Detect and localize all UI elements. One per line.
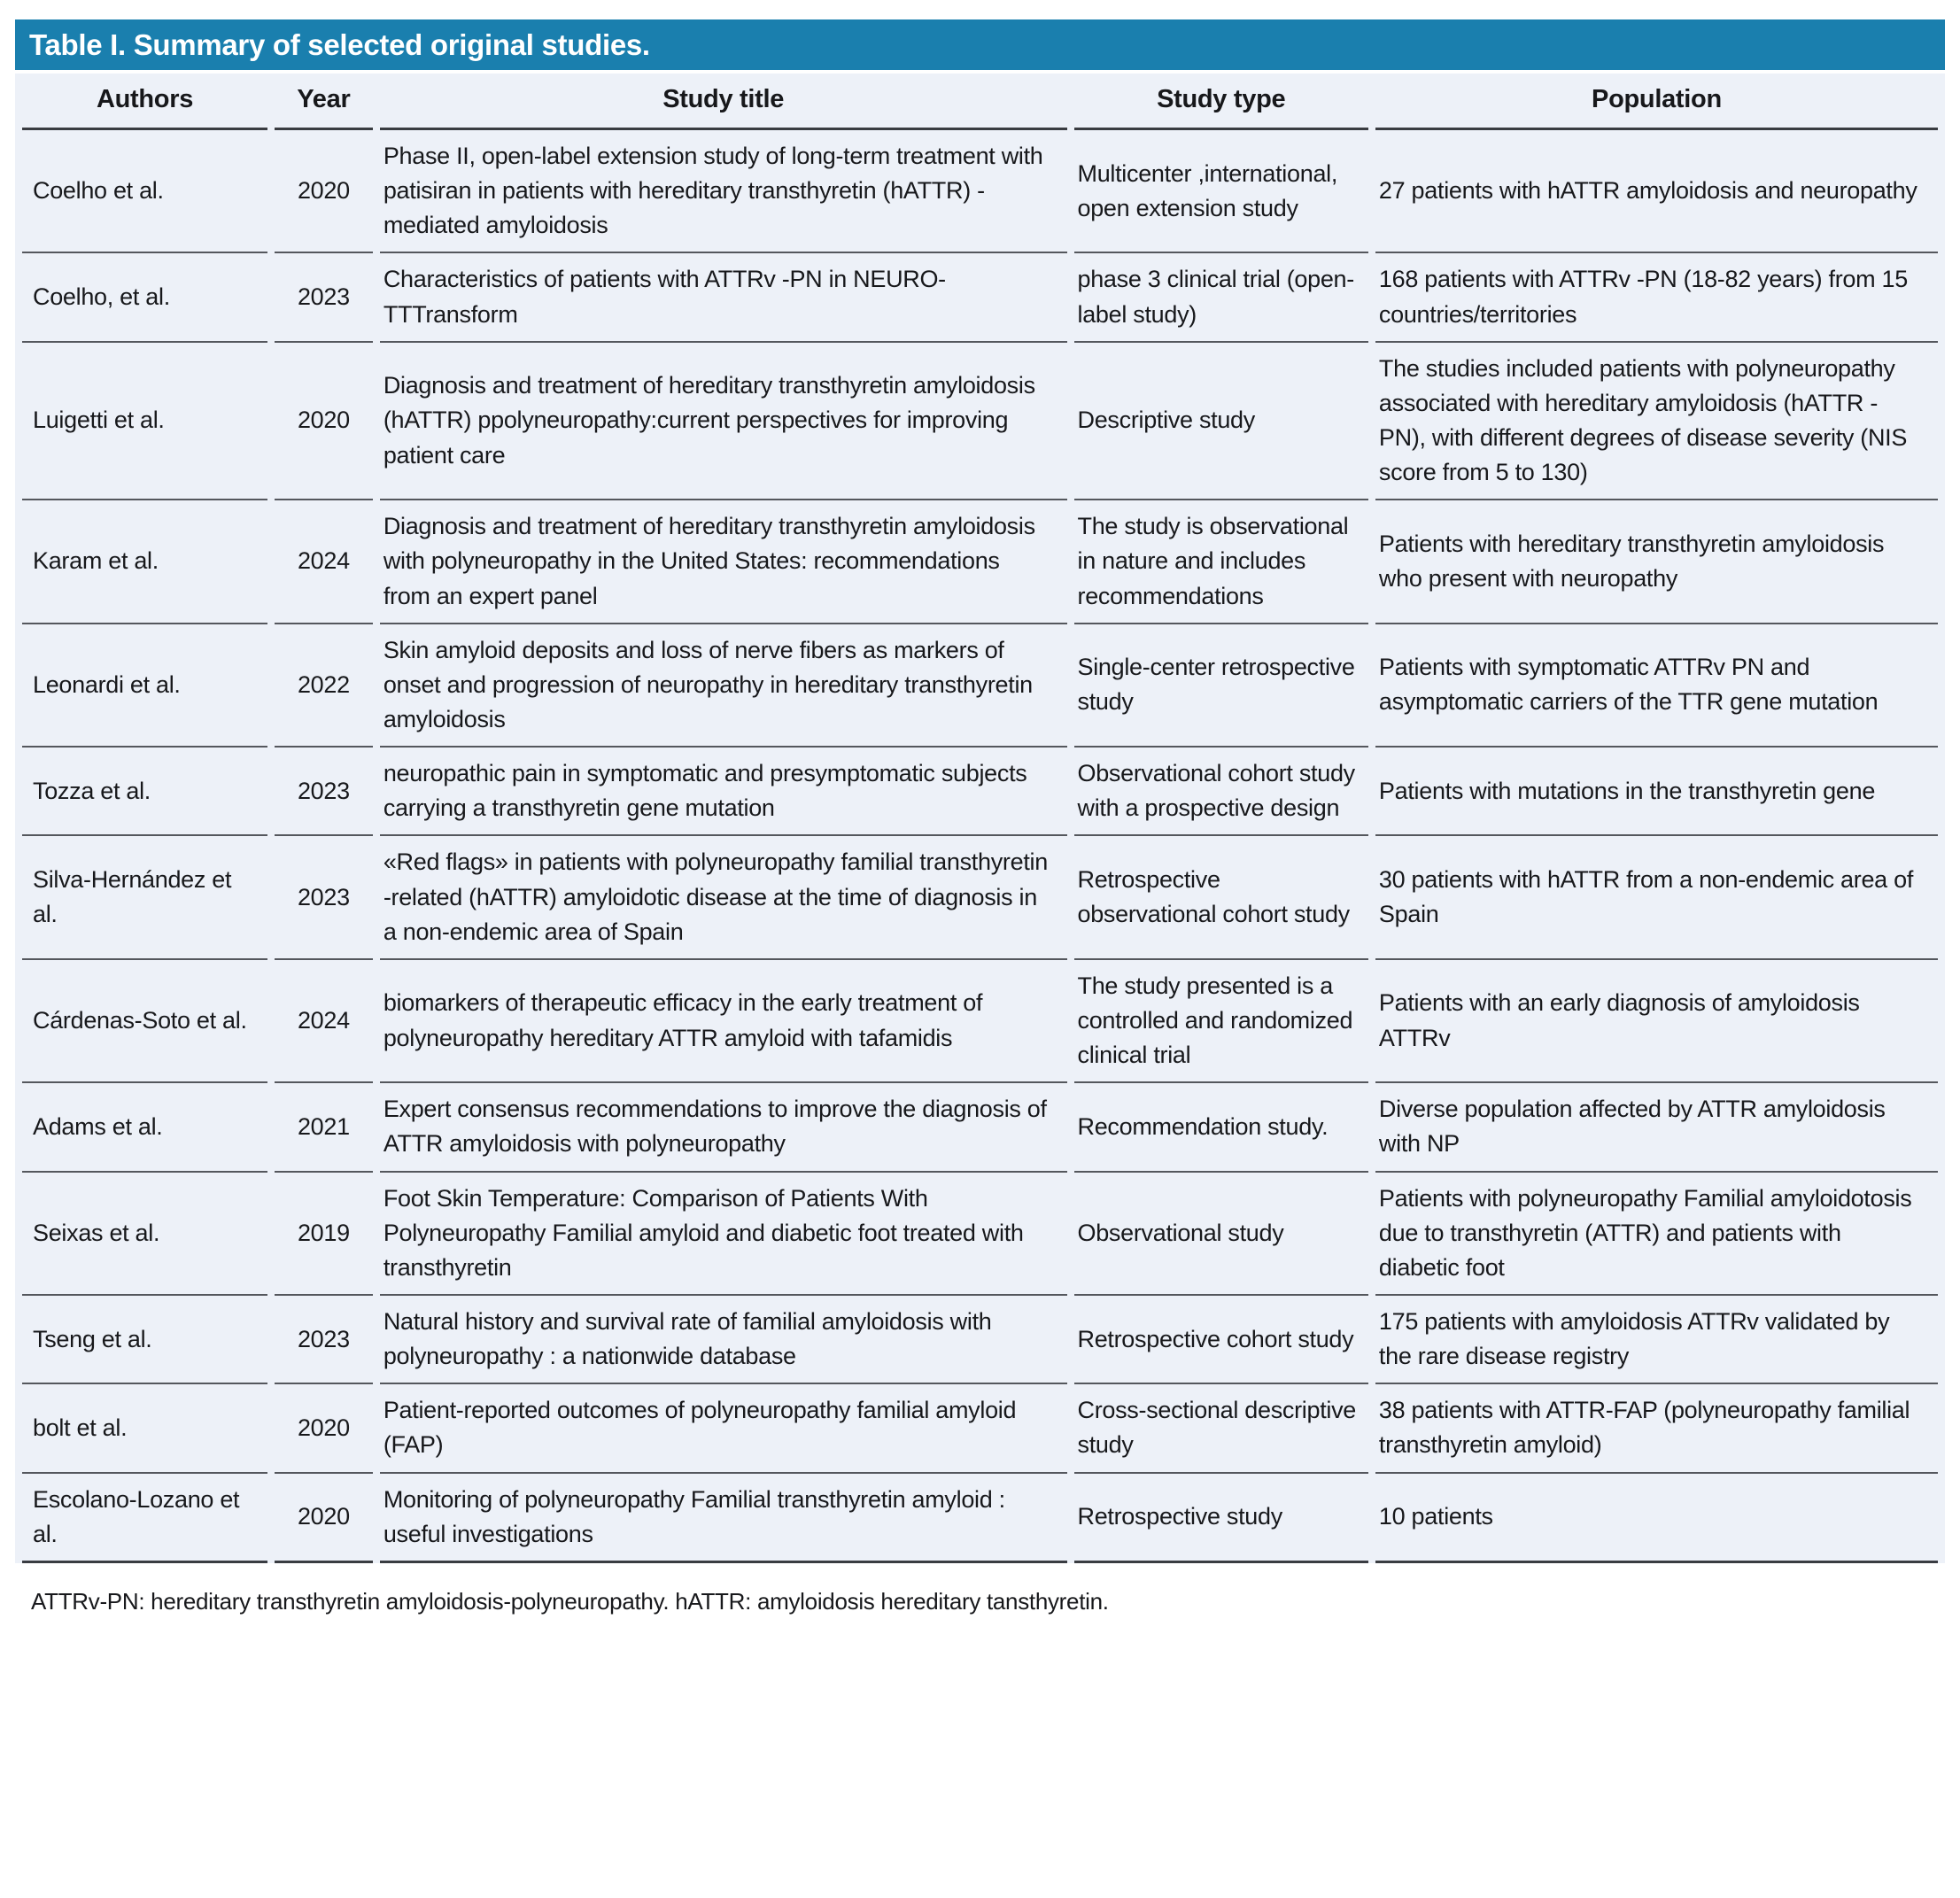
year-cell: 2024 <box>275 957 373 1081</box>
table-body: Coelho et al. 2020 Phase II, open-label … <box>22 128 1938 1563</box>
year-cell: 2023 <box>275 746 373 834</box>
authors-cell: Adams et al. <box>22 1081 268 1170</box>
table-row: Tseng et al. 2023 Natural history and su… <box>22 1293 1938 1383</box>
studies-table: Authors Year Study title Study type Popu… <box>15 74 1945 1563</box>
year-cell: 2020 <box>275 1471 373 1563</box>
column-header-year: Year <box>297 85 351 113</box>
study-type-cell: Cross-sectional descriptive study <box>1073 1383 1368 1471</box>
authors-cell: Escolano-Lozano et al. <box>22 1471 268 1563</box>
table-row: Cárdenas-Soto et al. 2024 biomarkers of … <box>22 957 1938 1081</box>
study-title-cell: Skin amyloid deposits and loss of nerve … <box>379 622 1067 746</box>
study-title-cell: Characteristics of patients with ATTRv -… <box>379 252 1067 340</box>
population-cell: The studies included patients with polyn… <box>1375 340 1938 500</box>
study-title-cell: Patient-reported outcomes of polyneuropa… <box>379 1383 1067 1471</box>
table-footnote: ATTRv-PN: hereditary transthyretin amylo… <box>31 1587 1109 1615</box>
population-cell: 168 patients with ATTRv -PN (18-82 years… <box>1375 252 1938 340</box>
population-cell: 30 patients with hATTR from a non-endemi… <box>1375 834 1938 957</box>
study-type-cell: Retrospective study <box>1073 1471 1368 1563</box>
authors-cell: Coelho, et al. <box>22 252 268 340</box>
table-row: Coelho et al. 2020 Phase II, open-label … <box>22 128 1938 252</box>
authors-cell: Seixas et al. <box>22 1170 268 1294</box>
table-row: Karam et al. 2024 Diagnosis and treatmen… <box>22 499 1938 622</box>
table-row: Adams et al. 2021 Expert consensus recom… <box>22 1081 1938 1170</box>
authors-cell: bolt et al. <box>22 1383 268 1471</box>
column-header-authors: Authors <box>96 85 194 113</box>
study-type-cell: Retrospective observational cohort study <box>1073 834 1368 957</box>
year-cell: 2019 <box>275 1170 373 1294</box>
table-title: Table I. Summary of selected original st… <box>29 27 650 61</box>
population-cell: 175 patients with amyloidosis ATTRv vali… <box>1375 1293 1938 1383</box>
table-row: Tozza et al. 2023 neuropathic pain in sy… <box>22 746 1938 834</box>
study-type-cell: Retrospective cohort study <box>1073 1293 1368 1383</box>
study-title-cell: Diagnosis and treatment of hereditary tr… <box>379 340 1067 500</box>
population-cell: Patients with symptomatic ATTRv PN and a… <box>1375 622 1938 746</box>
study-type-cell: phase 3 clinical trial (open-label study… <box>1073 252 1368 340</box>
column-header-study-type: Study type <box>1157 85 1286 113</box>
year-cell: 2020 <box>275 1383 373 1471</box>
authors-cell: Silva-Hernández et al. <box>22 834 268 957</box>
table-row: Leonardi et al. 2022 Skin amyloid deposi… <box>22 622 1938 746</box>
year-cell: 2023 <box>275 834 373 957</box>
study-type-cell: Multicenter ,international, open extensi… <box>1073 128 1368 252</box>
study-title-cell: Phase II, open-label extension study of … <box>379 128 1067 252</box>
table-row: Silva-Hernández et al. 2023 «Red flags» … <box>22 834 1938 957</box>
study-title-cell: Natural history and survival rate of fam… <box>379 1293 1067 1383</box>
authors-cell: Cárdenas-Soto et al. <box>22 957 268 1081</box>
population-cell: Patients with polyneuropathy Familial am… <box>1375 1170 1938 1294</box>
study-type-cell: Recommendation study. <box>1073 1081 1368 1170</box>
study-title-cell: Expert consensus recommendations to impr… <box>379 1081 1067 1170</box>
table-title-bar: Table I. Summary of selected original st… <box>15 19 1945 70</box>
page: Table I. Summary of selected original st… <box>15 19 1945 1615</box>
authors-cell: Coelho et al. <box>22 128 268 252</box>
table-row: Escolano-Lozano et al. 2020 Monitoring o… <box>22 1471 1938 1563</box>
study-title-cell: «Red flags» in patients with polyneuropa… <box>379 834 1067 957</box>
header-row: Authors Year Study title Study type Popu… <box>22 74 1938 128</box>
year-cell: 2020 <box>275 128 373 252</box>
study-type-cell: Descriptive study <box>1073 340 1368 500</box>
year-cell: 2024 <box>275 499 373 622</box>
table-header: Authors Year Study title Study type Popu… <box>22 74 1938 128</box>
study-type-cell: Single-center retrospective study <box>1073 622 1368 746</box>
population-cell: Diverse population affected by ATTR amyl… <box>1375 1081 1938 1170</box>
population-cell: 38 patients with ATTR-FAP (polyneuropath… <box>1375 1383 1938 1471</box>
authors-cell: Luigetti et al. <box>22 340 268 500</box>
authors-cell: Tseng et al. <box>22 1293 268 1383</box>
column-header-study-title: Study title <box>662 85 785 113</box>
authors-cell: Karam et al. <box>22 499 268 622</box>
study-type-cell: Observational study <box>1073 1170 1368 1294</box>
authors-cell: Tozza et al. <box>22 746 268 834</box>
population-cell: Patients with an early diagnosis of amyl… <box>1375 957 1938 1081</box>
table-row: Coelho, et al. 2023 Characteristics of p… <box>22 252 1938 340</box>
year-cell: 2022 <box>275 622 373 746</box>
population-cell: Patients with mutations in the transthyr… <box>1375 746 1938 834</box>
year-cell: 2021 <box>275 1081 373 1170</box>
year-cell: 2023 <box>275 252 373 340</box>
study-title-cell: biomarkers of therapeutic efficacy in th… <box>379 957 1067 1081</box>
table-row: Seixas et al. 2019 Foot Skin Temperature… <box>22 1170 1938 1294</box>
year-cell: 2023 <box>275 1293 373 1383</box>
table-row: bolt et al. 2020 Patient-reported outcom… <box>22 1383 1938 1471</box>
population-cell: 27 patients with hATTR amyloidosis and n… <box>1375 128 1938 252</box>
authors-cell: Leonardi et al. <box>22 622 268 746</box>
study-title-cell: Monitoring of polyneuropathy Familial tr… <box>379 1471 1067 1563</box>
study-type-cell: Observational cohort study with a prospe… <box>1073 746 1368 834</box>
population-cell: Patients with hereditary transthyretin a… <box>1375 499 1938 622</box>
study-title-cell: Foot Skin Temperature: Comparison of Pat… <box>379 1170 1067 1294</box>
table-row: Luigetti et al. 2020 Diagnosis and treat… <box>22 340 1938 500</box>
study-type-cell: The study presented is a controlled and … <box>1073 957 1368 1081</box>
study-type-cell: The study is observational in nature and… <box>1073 499 1368 622</box>
study-title-cell: Diagnosis and treatment of hereditary tr… <box>379 499 1067 622</box>
study-title-cell: neuropathic pain in symptomatic and pres… <box>379 746 1067 834</box>
year-cell: 2020 <box>275 340 373 500</box>
population-cell: 10 patients <box>1375 1471 1938 1563</box>
column-header-population: Population <box>1592 85 1722 113</box>
